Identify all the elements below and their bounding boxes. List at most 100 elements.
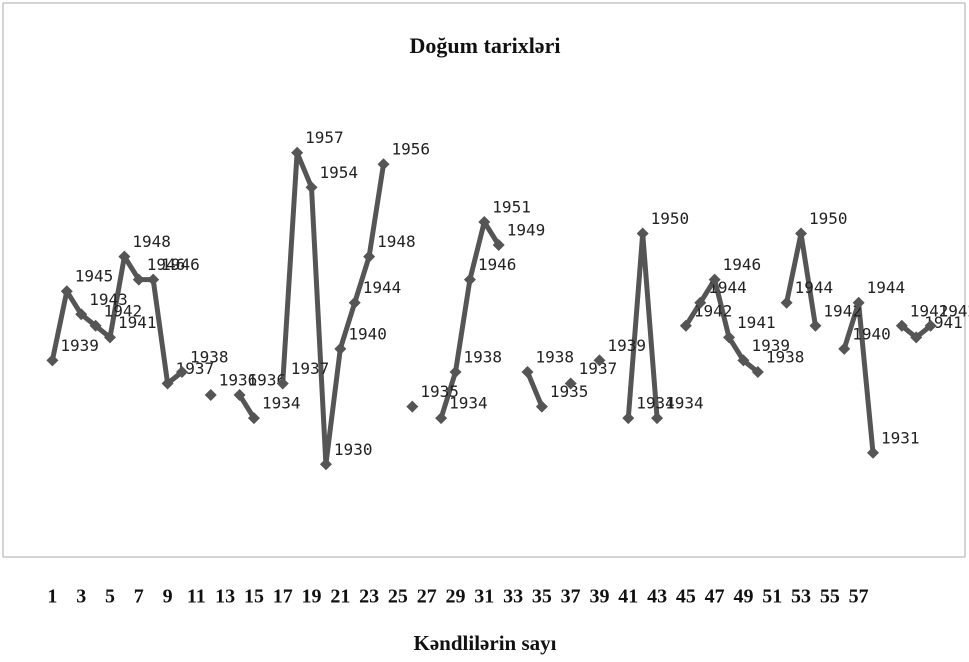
data-label: 1950: [809, 209, 848, 228]
data-point: [679, 319, 692, 332]
x-tick-label: 41: [618, 586, 638, 608]
data-label: 1949: [507, 221, 546, 240]
data-point: [636, 227, 649, 240]
data-point: [895, 319, 908, 332]
data-point: [521, 365, 534, 378]
x-tick-label: 57: [849, 586, 869, 608]
data-point: [449, 365, 462, 378]
x-tick-label: 37: [561, 586, 581, 608]
x-tick-label: 53: [791, 586, 811, 608]
data-point: [795, 227, 808, 240]
data-label: 1940: [852, 324, 891, 343]
data-point: [60, 285, 73, 298]
data-label: 1954: [320, 163, 359, 182]
data-point: [492, 239, 505, 252]
data-label: 1948: [377, 232, 416, 251]
data-point: [204, 389, 217, 402]
plot-frame: [2, 2, 966, 558]
data-point: [737, 354, 750, 367]
data-label: 1942: [939, 301, 969, 320]
data-label: 1941: [737, 313, 776, 332]
x-tick-label: 9: [163, 586, 173, 608]
data-point: [694, 296, 707, 309]
data-point: [377, 158, 390, 171]
data-label: 1950: [651, 209, 690, 228]
data-point: [924, 319, 937, 332]
data-label: 1943: [89, 290, 128, 309]
data-point: [809, 319, 822, 332]
x-tick-label: 27: [417, 586, 437, 608]
data-point: [118, 250, 131, 263]
x-tick-label: 19: [302, 586, 322, 608]
data-label: 1938: [535, 347, 574, 366]
data-point: [564, 377, 577, 390]
data-point: [132, 273, 145, 286]
x-tick-label: 17: [273, 586, 293, 608]
data-label: 1956: [392, 140, 431, 159]
x-tick-label: 7: [134, 586, 144, 608]
data-label: 1931: [881, 428, 920, 447]
x-tick-label: 51: [762, 586, 782, 608]
data-label: 1934: [665, 394, 704, 413]
data-label: 1937: [291, 359, 330, 378]
x-axis-label: Kəndlilərin sayı: [414, 631, 557, 655]
data-point: [348, 296, 361, 309]
data-point: [751, 365, 764, 378]
x-tick-label: 47: [705, 586, 725, 608]
x-tick-label: 11: [187, 586, 206, 608]
x-tick-label: 21: [330, 586, 350, 608]
x-tick-label: 55: [820, 586, 840, 608]
data-point: [75, 308, 88, 321]
data-label: 1944: [363, 278, 402, 297]
data-label: 1938: [766, 347, 805, 366]
data-label: 1946: [723, 255, 762, 274]
data-point: [838, 342, 851, 355]
data-point: [363, 250, 376, 263]
data-label: 1942: [823, 301, 862, 320]
data-point: [161, 377, 174, 390]
data-point: [334, 342, 347, 355]
data-point: [103, 331, 116, 344]
data-point: [233, 389, 246, 402]
data-point: [535, 400, 548, 413]
data-label: 1957: [305, 128, 344, 147]
data-point: [147, 273, 160, 286]
data-label: 1944: [708, 278, 747, 297]
data-label: 1942: [104, 301, 143, 320]
data-label: 1948: [132, 232, 171, 251]
data-point: [435, 412, 448, 425]
data-point: [478, 215, 491, 228]
data-point: [910, 331, 923, 344]
data-point: [319, 458, 332, 471]
data-label: 1942: [910, 301, 949, 320]
data-point: [593, 354, 606, 367]
x-tick-label: 35: [532, 586, 552, 608]
data-point: [622, 412, 635, 425]
data-label: 1930: [334, 440, 373, 459]
data-label: 1939: [60, 336, 99, 355]
data-point: [406, 400, 419, 413]
data-point: [247, 412, 260, 425]
x-tick-label: 33: [503, 586, 523, 608]
data-point: [651, 412, 664, 425]
data-label: 1938: [464, 347, 503, 366]
x-tick-label: 25: [388, 586, 408, 608]
data-point: [852, 296, 865, 309]
data-label: 1938: [190, 347, 229, 366]
x-tick-label: 1: [47, 586, 57, 608]
x-tick-label: 39: [589, 586, 609, 608]
data-point: [708, 273, 721, 286]
data-label: 1945: [75, 267, 114, 286]
data-label: 1944: [795, 278, 834, 297]
data-point: [780, 296, 793, 309]
data-label: 1936: [219, 371, 258, 390]
data-point: [305, 181, 318, 194]
data-label: 1939: [751, 336, 790, 355]
data-label: 1946: [147, 255, 186, 274]
data-label: 1946: [478, 255, 517, 274]
data-point: [291, 146, 304, 159]
x-tick-label: 45: [676, 586, 696, 608]
x-tick-label: 49: [733, 586, 753, 608]
